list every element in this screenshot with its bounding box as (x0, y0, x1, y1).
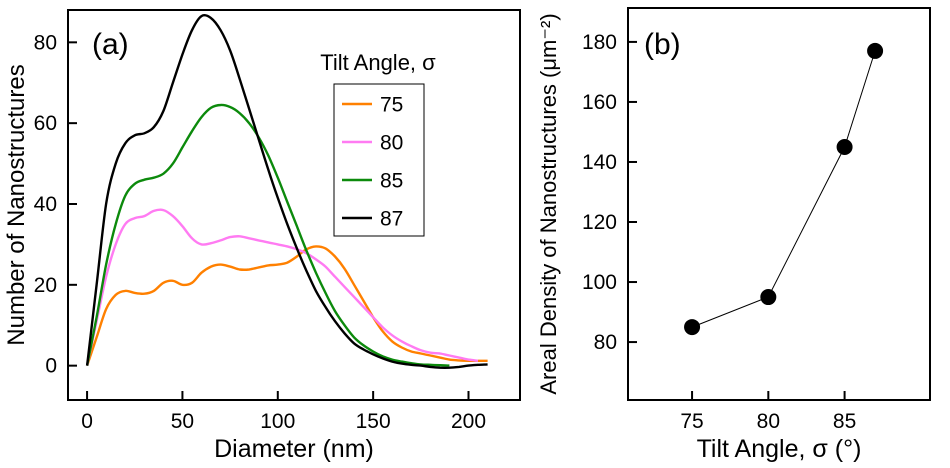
svg-text:180: 180 (582, 31, 617, 54)
svg-text:(a): (a) (92, 28, 129, 61)
svg-text:50: 50 (171, 410, 194, 433)
svg-text:75: 75 (380, 94, 403, 117)
svg-text:80: 80 (34, 31, 57, 54)
svg-text:100: 100 (260, 410, 295, 433)
svg-text:Diameter (nm): Diameter (nm) (214, 435, 374, 463)
svg-text:87: 87 (380, 208, 403, 231)
svg-text:Number of Nanostructures: Number of Nanostructures (3, 64, 30, 345)
svg-text:80: 80 (380, 132, 403, 155)
svg-text:160: 160 (582, 91, 617, 114)
svg-text:0: 0 (81, 410, 93, 433)
svg-text:150: 150 (356, 410, 391, 433)
panel-b-chart: 75 80 85 80 100 120 140 160 180 Tilt Angle, σ (°)… (536, 7, 931, 463)
svg-text:60: 60 (34, 112, 57, 135)
svg-text:75: 75 (680, 410, 703, 433)
svg-text:Areal Density of Nanostructure: Areal Density of Nanostructures (μm⁻²) (536, 13, 561, 394)
svg-text:200: 200 (451, 410, 486, 433)
svg-text:0: 0 (45, 355, 57, 378)
svg-text:120: 120 (582, 211, 617, 234)
svg-text:85: 85 (833, 410, 856, 433)
svg-text:100: 100 (582, 271, 617, 294)
svg-text:85: 85 (380, 170, 403, 193)
svg-text:Tilt Angle, σ: Tilt Angle, σ (320, 50, 436, 75)
svg-text:(b): (b) (644, 28, 681, 61)
panel-a-chart: 0 50 100 150 200 0 20 40 60 80 Diameter (nm) Number… (3, 9, 521, 463)
svg-text:Tilt Angle, σ (°): Tilt Angle, σ (°) (697, 435, 862, 463)
svg-text:80: 80 (757, 410, 780, 433)
svg-text:140: 140 (582, 151, 617, 174)
svg-text:40: 40 (34, 193, 57, 216)
svg-text:20: 20 (34, 274, 57, 297)
svg-text:80: 80 (594, 331, 617, 354)
